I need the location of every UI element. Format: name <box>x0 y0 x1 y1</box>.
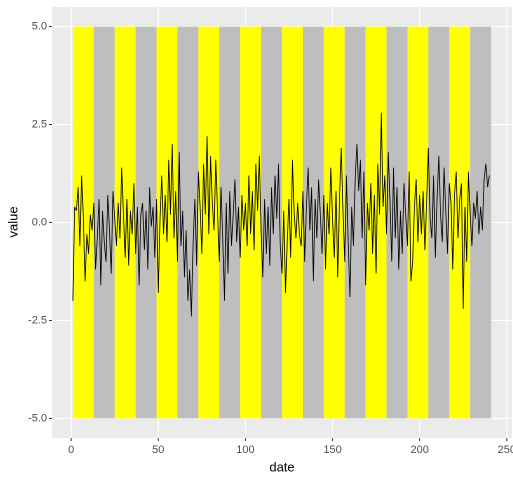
data-line <box>72 112 490 317</box>
x-tick-label: 0 <box>68 444 74 456</box>
band <box>156 26 178 419</box>
band <box>114 26 136 419</box>
x-tick-label: 150 <box>323 444 341 456</box>
x-tick-label: 50 <box>152 444 164 456</box>
x-axis-title: date <box>269 459 294 474</box>
x-tick-label: 200 <box>410 444 428 456</box>
band <box>428 26 450 419</box>
y-tick-label: 2.5 <box>32 118 47 130</box>
band <box>302 26 324 419</box>
band <box>470 26 492 419</box>
band <box>344 26 366 419</box>
band <box>323 26 345 419</box>
band <box>386 26 408 419</box>
band <box>177 26 199 419</box>
band <box>93 26 115 419</box>
band <box>219 26 241 419</box>
band <box>282 26 303 419</box>
y-tick-label: -2.5 <box>28 314 47 326</box>
x-tick-label: 250 <box>498 444 513 456</box>
band <box>407 26 429 419</box>
y-tick-label: -5.0 <box>28 412 47 424</box>
y-tick-label: 5.0 <box>32 20 47 32</box>
band <box>449 26 471 419</box>
band <box>261 26 282 419</box>
y-axis-title: value <box>5 206 20 237</box>
y-tick-label: 0.0 <box>32 216 47 228</box>
x-tick-label: 100 <box>236 444 254 456</box>
